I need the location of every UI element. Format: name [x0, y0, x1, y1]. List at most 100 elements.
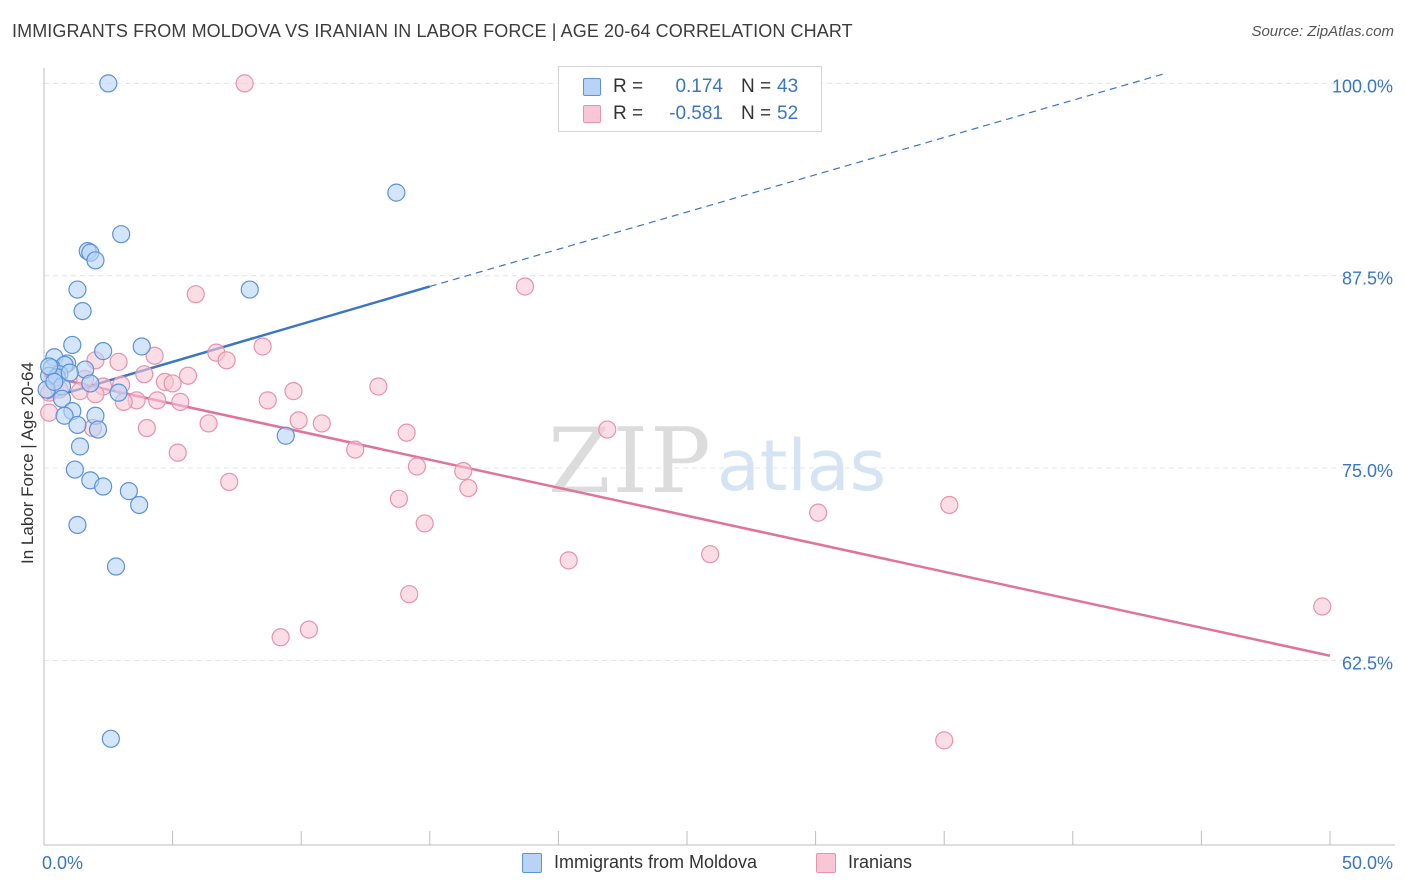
trend-lines — [43, 73, 1331, 657]
y-tick-label: 62.5% — [1342, 653, 1393, 673]
iranians-point — [459, 478, 478, 498]
legend-row-iranians: R = -0.581 N = 52 — [583, 101, 798, 127]
iranians-point — [454, 462, 473, 481]
moldova-point — [276, 426, 295, 445]
moldova-point — [65, 460, 84, 479]
iranians-point — [145, 346, 164, 365]
series-legend: Immigrants from Moldova Iranians — [0, 852, 1406, 878]
iranians-point — [235, 74, 254, 93]
iranians-point — [415, 514, 434, 533]
x-tick-label: 0.0% — [42, 853, 83, 873]
iranians-point — [178, 366, 198, 385]
watermark: ZIP atlas — [548, 409, 886, 514]
legend-n-value: 52 — [777, 103, 799, 124]
moldova-point — [94, 477, 113, 496]
legend-n-label: N = — [741, 76, 772, 97]
moldova-point — [55, 406, 74, 425]
moldova-point — [70, 437, 90, 456]
iranians-point — [258, 391, 277, 410]
moldova-point — [109, 383, 128, 402]
correlation-legend: R = 0.174 N = 43 R = -0.581 N = 52 — [558, 66, 822, 132]
iranians-point — [935, 731, 954, 750]
y-tick-label: 87.5% — [1342, 269, 1393, 289]
legend-label-iranians: Iranians — [848, 852, 913, 872]
iranians-point — [186, 285, 205, 304]
moldova-point — [86, 251, 105, 270]
moldova-point — [387, 183, 406, 202]
source-label: Source: ZipAtlas.com — [1251, 23, 1394, 40]
legend-swatch-pink — [816, 852, 836, 873]
legend-swatch-blue — [522, 852, 542, 873]
moldova-point — [94, 342, 113, 361]
moldova-point — [63, 335, 82, 355]
iranians-point — [299, 620, 319, 639]
moldova-point — [119, 482, 138, 501]
watermark-zip: ZIP — [548, 409, 713, 514]
iranians-point — [40, 403, 59, 422]
legend-swatch-blue — [583, 78, 601, 96]
chart-title: IMMIGRANTS FROM MOLDOVA VS IRANIAN IN LA… — [12, 21, 853, 41]
legend-n-label: N = — [741, 103, 772, 124]
legend-row-moldova: R = 0.174 N = 43 — [583, 74, 798, 100]
iranians-point — [137, 418, 156, 438]
iranians-point — [809, 503, 828, 522]
legend-r-value: -0.581 — [669, 103, 723, 124]
iranians-point — [1313, 597, 1332, 616]
moldova-point — [101, 729, 120, 748]
moldova-point — [112, 225, 131, 244]
iranians-point — [397, 423, 416, 442]
iranians-point — [701, 545, 720, 564]
iranians-point — [163, 374, 182, 393]
iranians-point — [940, 495, 959, 515]
legend-r-value: 0.174 — [675, 76, 723, 97]
iranians-point — [598, 420, 617, 439]
moldova-point — [60, 363, 79, 382]
iranians-point — [148, 391, 167, 410]
iranians-point — [168, 443, 187, 462]
y-axis-label: In Labor Force | Age 20-64 — [18, 362, 37, 564]
iranians-point — [171, 392, 190, 411]
moldova-point — [81, 374, 100, 393]
iranians-point — [559, 551, 578, 570]
legend-item-iranians: Iranians — [816, 852, 912, 873]
iranians-point — [369, 377, 388, 396]
legend-item-moldova: Immigrants from Moldova — [522, 852, 757, 873]
watermark-atlas: atlas — [717, 425, 886, 507]
moldova-point — [68, 415, 87, 435]
iranians-point — [135, 365, 154, 384]
x-tick-label: 50.0% — [1342, 853, 1393, 873]
moldova-point — [132, 337, 151, 356]
moldova-point — [45, 372, 64, 391]
moldova-trend-line — [46, 285, 431, 401]
iranians-point — [271, 628, 290, 647]
iranians-points — [40, 74, 1332, 750]
iranians-point — [312, 414, 331, 433]
moldova-point — [106, 557, 126, 576]
tick-labels: 62.5% 75.0% 87.5% 100.0% 0.0% 50.0% — [42, 76, 1393, 873]
iranians-trend-line — [43, 374, 1331, 657]
y-tick-label: 100.0% — [1332, 76, 1393, 96]
iranians-point — [217, 351, 236, 370]
legend-r-label: R = — [613, 103, 644, 124]
iranians-point — [284, 382, 303, 401]
iranians-point — [109, 352, 128, 371]
iranians-point — [389, 489, 409, 508]
moldova-points — [37, 74, 406, 748]
iranians-point — [407, 457, 427, 476]
legend-swatch-pink — [583, 105, 601, 123]
moldova-point — [40, 357, 59, 376]
moldova-point — [240, 280, 259, 299]
iranians-point — [346, 440, 365, 459]
y-tick-label: 75.0% — [1342, 461, 1393, 481]
moldova-point — [88, 420, 108, 439]
moldova-point — [68, 280, 87, 299]
iranians-point — [289, 411, 308, 430]
moldova-point — [99, 74, 118, 93]
iranians-point — [253, 337, 272, 356]
iranians-point — [515, 277, 535, 296]
iranians-point — [400, 585, 419, 604]
legend-n-value: 43 — [777, 76, 799, 97]
axes — [43, 68, 1395, 846]
grid-lines — [44, 82, 1395, 661]
